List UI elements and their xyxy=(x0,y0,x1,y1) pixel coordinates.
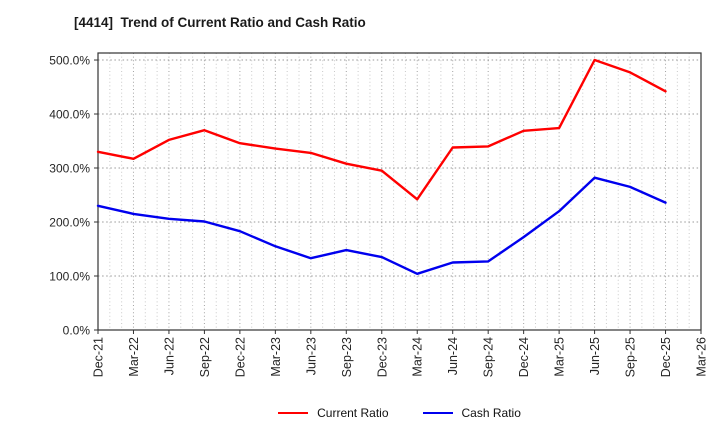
chart-legend: Current Ratio Cash Ratio xyxy=(98,406,701,420)
y-tick-label: 400.0% xyxy=(49,108,90,122)
x-tick-label: Jun-24 xyxy=(446,337,460,375)
x-tick-label: Sep-23 xyxy=(340,337,354,377)
x-tick-label: Sep-24 xyxy=(482,337,496,377)
y-tick-label: 500.0% xyxy=(49,54,90,68)
x-tick-label: Dec-21 xyxy=(92,337,106,377)
legend-label: Cash Ratio xyxy=(461,406,521,420)
x-tick-label: Mar-23 xyxy=(269,337,283,377)
x-tick-label: Mar-22 xyxy=(127,337,141,377)
chart-title: [4414] Trend of Current Ratio and Cash R… xyxy=(74,15,366,30)
cash-ratio-line xyxy=(96,176,667,275)
y-tick-label: 200.0% xyxy=(49,216,90,230)
plot-border xyxy=(97,52,702,331)
x-tick-label: Jun-22 xyxy=(162,337,176,375)
x-tick-label: Dec-23 xyxy=(375,337,389,377)
y-tick-label: 100.0% xyxy=(49,270,90,284)
legend-item-cash-ratio: Cash Ratio xyxy=(422,406,521,420)
x-tick-label: Mar-25 xyxy=(553,337,567,377)
legend-line-icon xyxy=(278,412,309,414)
x-tick-label: Jun-23 xyxy=(304,337,318,375)
legend-line-icon xyxy=(422,412,453,414)
y-tick-label: 300.0% xyxy=(49,162,90,176)
y-tick-label: 0.0% xyxy=(63,324,91,338)
current-ratio-line xyxy=(96,58,667,201)
x-tick-label: Mar-24 xyxy=(411,337,425,377)
x-tick-label: Jun-25 xyxy=(588,337,602,375)
x-tick-label: Sep-22 xyxy=(198,337,212,377)
x-tick-label: Dec-24 xyxy=(517,337,531,377)
x-tick-label: Dec-22 xyxy=(233,337,247,377)
x-tick-label: Sep-25 xyxy=(624,337,638,377)
x-tick-label: Dec-25 xyxy=(659,337,673,377)
x-tick-label: Mar-26 xyxy=(695,337,709,377)
legend-item-current-ratio: Current Ratio xyxy=(278,406,389,420)
legend-label: Current Ratio xyxy=(317,406,389,420)
